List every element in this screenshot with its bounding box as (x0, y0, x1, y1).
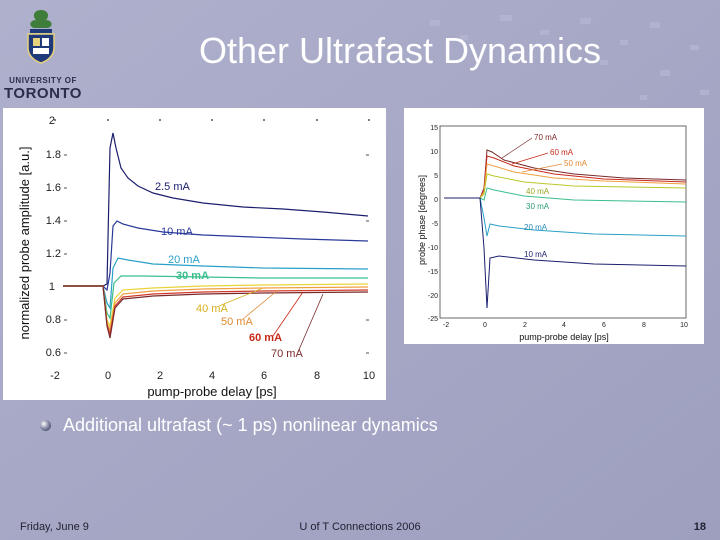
curve-2.5mA (63, 132, 369, 287)
x-tick: 2 (523, 322, 527, 329)
x-tick: 8 (314, 370, 320, 382)
curve-10mA (444, 197, 687, 309)
x-tick: 10 (680, 322, 688, 329)
y-tick: -20 (428, 293, 438, 300)
x-tick: 4 (562, 322, 566, 329)
x-tick: 0 (105, 370, 111, 382)
y-tick: 10 (430, 149, 438, 156)
bullet-text: Additional ultrafast (~ 1 ps) nonlinear … (63, 414, 438, 435)
y-axis-label: probe phase [degrees] (417, 175, 427, 265)
bullet-item: Additional ultrafast (~ 1 ps) nonlinear … (40, 413, 438, 437)
y-tick: -5 (432, 221, 438, 228)
footer-date: Friday, June 9 (20, 521, 89, 533)
y-tick: 1.2 (46, 248, 61, 260)
crest-icon (27, 10, 55, 64)
curve-label: 20 mA (524, 223, 548, 232)
y-tick: 1.8 (46, 149, 61, 161)
curve-label: 60 mA (550, 148, 574, 157)
y-tick: 1.6 (46, 182, 61, 194)
y-tick: -15 (428, 269, 438, 276)
y-tick: 2 (49, 115, 55, 127)
x-tick: -2 (443, 322, 449, 329)
curve-label: 20 mA (168, 254, 200, 266)
curve-40mA (444, 173, 687, 199)
curve-label: 40 mA (196, 303, 228, 315)
logo-text-toronto: TORONTO (4, 85, 82, 102)
x-tick: 8 (642, 322, 646, 329)
y-tick: 1.4 (46, 215, 61, 227)
curve-label: 30 mA (526, 202, 550, 211)
curve-label: 50 mA (221, 316, 253, 328)
curve-20mA (444, 197, 687, 237)
y-tick: -25 (428, 316, 438, 323)
logo-text-university-of: UNIVERSITY OF (9, 76, 77, 85)
footer-center: U of T Connections 2006 (299, 521, 421, 533)
curve-70mA (63, 285, 369, 339)
y-tick: -10 (428, 245, 438, 252)
curve-label: 40 mA (526, 187, 550, 196)
curve-label: 60 mA (249, 332, 282, 344)
curve-20mA (63, 257, 369, 310)
y-tick: 0 (434, 197, 438, 204)
y-tick: 0.8 (46, 314, 61, 326)
y-tick: 1 (49, 281, 55, 293)
phase-plot: 15 10 5 0 -5 -10 -15 -20 -25 -2 0 2 4 6 … (404, 108, 704, 344)
left-figure: 2 1.8 1.6 1.4 1.2 1 0.8 0.6 -2 0 2 4 6 8… (3, 108, 386, 400)
footer-page-number: 18 (693, 521, 706, 533)
bullet-icon (40, 419, 51, 431)
right-figure: 15 10 5 0 -5 -10 -15 -20 -25 -2 0 2 4 6 … (404, 108, 704, 344)
y-tick: 5 (434, 173, 438, 180)
slide-title: Other Ultrafast Dynamics (198, 30, 602, 71)
x-axis-label: pump-probe delay [ps] (519, 332, 609, 342)
curve-label: 2.5 mA (155, 181, 191, 193)
x-tick: -2 (50, 370, 60, 382)
curve-30mA (444, 187, 687, 203)
curve-label: 10 mA (524, 250, 548, 259)
x-tick: 6 (602, 322, 606, 329)
y-tick: 0.6 (46, 347, 61, 359)
y-tick: 15 (430, 125, 438, 132)
x-tick: 0 (483, 322, 487, 329)
curve-label: 70 mA (534, 133, 558, 142)
x-tick: 6 (261, 370, 267, 382)
x-tick: 10 (363, 370, 375, 382)
curve-label: 10 mA (161, 226, 193, 238)
y-axis-label: normalized probe amplitude [a.u.] (17, 147, 32, 340)
x-tick: 4 (209, 370, 215, 382)
curve-label: 30 mA (176, 270, 209, 282)
curve-10mA (63, 220, 369, 292)
curve-label: 50 mA (564, 159, 588, 168)
x-tick: 2 (157, 370, 163, 382)
x-axis-label: pump-probe delay [ps] (147, 384, 276, 399)
curve-label: 70 mA (271, 348, 303, 360)
university-logo: UNIVERSITY OF TORONTO (4, 6, 82, 102)
amplitude-plot: 2 1.8 1.6 1.4 1.2 1 0.8 0.6 -2 0 2 4 6 8… (3, 108, 386, 400)
